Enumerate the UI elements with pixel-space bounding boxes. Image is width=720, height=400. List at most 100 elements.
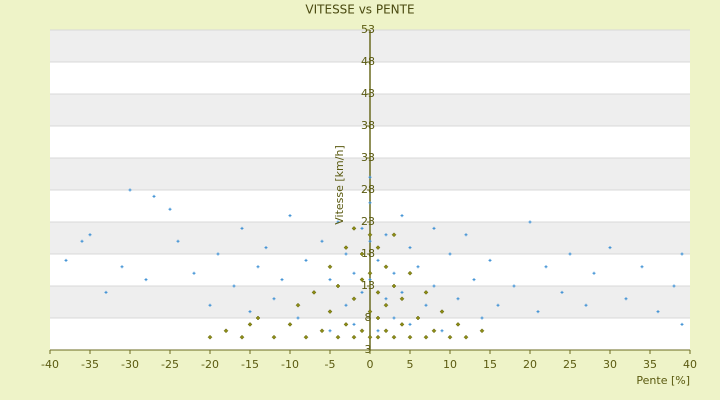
point [232,284,236,288]
point [391,334,397,340]
point [407,270,413,276]
point [360,290,364,294]
chart-title: VITESSE vs PENTE [305,3,414,17]
point [64,258,68,262]
x-tick-label: -35 [81,358,99,371]
point [392,316,396,320]
point [456,297,460,301]
point [431,328,437,334]
point [351,226,357,231]
point [368,201,372,205]
point [479,328,485,334]
point [247,322,253,327]
point [296,316,300,320]
y-tick-label: 23 [361,215,375,228]
x-tick-label: 30 [603,358,617,371]
point [680,322,684,326]
point [383,328,389,334]
point [207,334,213,340]
point [327,309,333,314]
x-tick-label: 40 [683,358,697,371]
point [447,334,453,340]
point [440,329,444,333]
x-tick-label: 5 [407,358,414,371]
point [375,315,381,321]
point [368,175,372,179]
y-tick-label: 48 [361,55,375,68]
point [336,220,340,224]
point [375,334,381,340]
point [368,278,372,282]
point [391,283,397,289]
x-tick-label: -15 [241,358,259,371]
point [287,322,293,327]
point [432,284,436,288]
point [680,252,684,256]
point [344,303,348,307]
x-tick-label: 15 [483,358,497,371]
point [416,265,420,269]
point [415,315,421,321]
point [367,270,373,276]
point [544,265,548,269]
x-tick-label: -25 [161,358,179,371]
point [328,329,332,333]
point [295,302,301,308]
x-tick-label: -5 [325,358,336,371]
point [375,245,381,250]
point [384,233,388,237]
point [376,329,380,333]
point [640,265,644,269]
point [368,239,372,243]
point [560,290,564,294]
point [176,239,180,243]
x-tick-label: 0 [367,358,374,371]
point [608,246,612,250]
point [359,328,365,334]
point [383,302,389,308]
point [472,278,476,282]
point [536,310,540,314]
y-tick-label: 3 [365,343,372,356]
point [400,214,404,218]
point [344,252,348,256]
point [104,290,108,294]
point [239,334,245,340]
point [367,232,373,238]
y-tick-label: 43 [361,87,375,100]
point [439,309,445,314]
point [256,265,260,269]
point [359,251,365,257]
point [271,334,277,340]
x-tick-label: 35 [643,358,657,371]
point [592,271,596,275]
point [448,252,452,256]
y-tick-label: 28 [361,183,375,196]
point [407,334,413,340]
point [327,264,333,270]
x-tick-label: -20 [201,358,219,371]
x-tick-label: 20 [523,358,537,371]
point [359,277,365,282]
point [152,194,156,198]
point [367,334,373,340]
y-tick-label: 38 [361,119,375,132]
point [408,246,412,250]
point [216,252,220,256]
point [303,334,309,340]
y-tick-label: 8 [365,311,372,324]
point [128,188,132,192]
point [391,232,397,238]
x-tick-label: -30 [121,358,139,371]
point [584,303,588,307]
point [512,284,516,288]
y-axis-title: Vitesse [km/h] [333,145,346,225]
point [288,214,292,218]
point [528,220,532,224]
point [384,297,388,301]
point [240,226,244,230]
point [400,290,404,294]
point [351,334,357,340]
